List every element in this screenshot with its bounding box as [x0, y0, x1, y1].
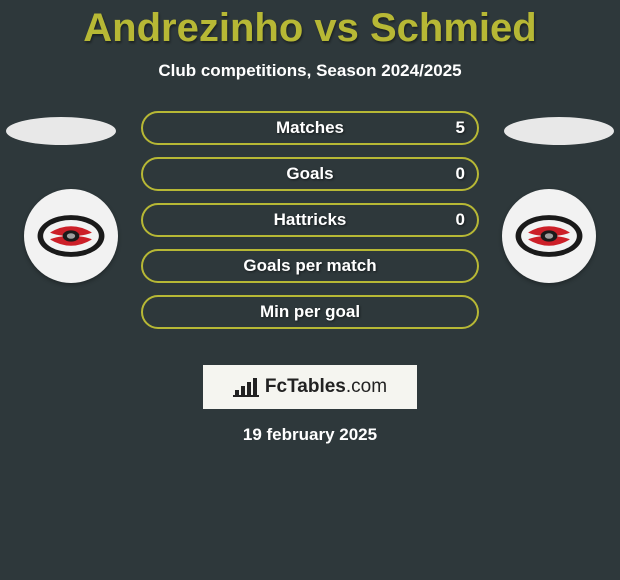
stat-value-right: 0 [456, 210, 465, 230]
hurricane-icon [36, 213, 106, 259]
player-photo-right [504, 117, 614, 145]
subtitle: Club competitions, Season 2024/2025 [0, 61, 620, 81]
stat-label: Hattricks [274, 210, 347, 230]
stat-row-min-per-goal: Min per goal [141, 295, 479, 329]
brand-bold: FcTables [265, 376, 346, 397]
brand-text: FcTables.com [265, 376, 387, 398]
player-photo-left [6, 117, 116, 145]
stat-label: Goals per match [243, 256, 376, 276]
stat-value-right: 0 [456, 164, 465, 184]
team-badge-right [502, 189, 596, 283]
stat-row-goals-per-match: Goals per match [141, 249, 479, 283]
stat-label: Goals [286, 164, 333, 184]
hurricane-icon [514, 213, 584, 259]
stat-label: Min per goal [260, 302, 360, 322]
stats-area: Matches 5 Goals 0 Hattricks 0 Goals per … [0, 111, 620, 351]
team-badge-left [24, 189, 118, 283]
stat-row-matches: Matches 5 [141, 111, 479, 145]
page-title: Andrezinho vs Schmied [0, 0, 620, 51]
stat-label: Matches [276, 118, 344, 138]
brand-light: .com [346, 376, 387, 397]
date-text: 19 february 2025 [0, 425, 620, 445]
brand-logo[interactable]: FcTables.com [203, 365, 417, 409]
stat-value-right: 5 [456, 118, 465, 138]
stats-rows: Matches 5 Goals 0 Hattricks 0 Goals per … [141, 111, 479, 329]
stat-row-goals: Goals 0 [141, 157, 479, 191]
bar-chart-icon [233, 376, 259, 398]
stat-row-hattricks: Hattricks 0 [141, 203, 479, 237]
